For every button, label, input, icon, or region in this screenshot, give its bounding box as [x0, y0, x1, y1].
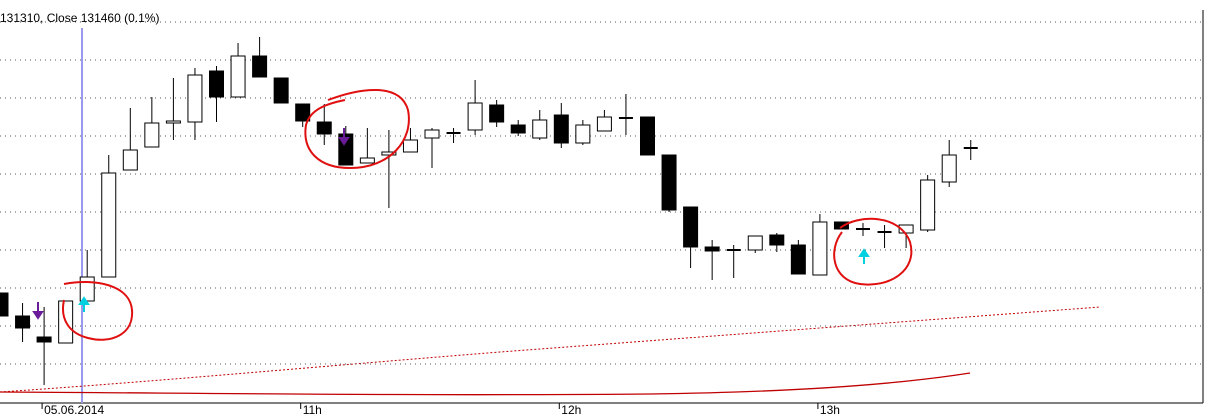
annotations	[62, 88, 913, 341]
candle-body	[209, 70, 224, 98]
candle-body	[36, 336, 52, 343]
candle-body	[15, 315, 31, 329]
candle-body	[704, 246, 720, 252]
candle-body	[230, 55, 246, 98]
x-tick-label: 05.06.2014	[44, 403, 104, 417]
x-tick-label: 13h	[820, 403, 840, 417]
candle-body	[316, 121, 332, 135]
candle-body	[920, 179, 936, 231]
candle-body	[467, 102, 483, 131]
annotation-circle	[62, 281, 134, 341]
candle-body	[381, 151, 397, 156]
candle-body	[532, 119, 548, 139]
candle-body	[144, 122, 160, 148]
candle-body	[101, 172, 117, 278]
moving-average-fast	[0, 306, 1101, 393]
candle-body	[575, 124, 591, 144]
x-tick-label: 12h	[561, 403, 581, 417]
signal-arrows	[32, 128, 870, 320]
candle-body	[596, 116, 612, 132]
buy-arrow	[78, 296, 90, 312]
candle-body	[187, 74, 203, 123]
candle-body	[812, 221, 828, 276]
candle-body	[402, 139, 418, 153]
candle-body	[790, 244, 806, 275]
candle-body	[252, 55, 268, 78]
annotation-circle	[304, 88, 410, 170]
candle-body	[553, 114, 569, 144]
sell-arrow	[338, 128, 350, 146]
candle-body	[165, 120, 181, 124]
candle-body	[833, 221, 849, 230]
x-tick-label: 11h	[303, 403, 322, 417]
candle-body	[424, 129, 440, 139]
candle-body	[273, 77, 289, 104]
candle-body	[79, 276, 95, 302]
sell-arrow	[32, 302, 44, 320]
candle-body	[640, 116, 655, 156]
moving-average-slow	[0, 372, 971, 396]
candle-body	[747, 235, 763, 251]
candle-body	[359, 157, 375, 164]
candle-body	[683, 206, 699, 248]
candle-body	[510, 124, 526, 134]
candle-body	[769, 234, 785, 246]
candle-body	[0, 292, 9, 317]
candle-body	[661, 154, 677, 211]
buy-arrow	[858, 248, 870, 264]
annotation-circle	[833, 217, 913, 286]
candle-body	[941, 154, 957, 183]
candle-body	[295, 103, 311, 122]
chart-title: 131310, Close 131460 (0.1%)	[0, 11, 159, 25]
candle-body	[489, 104, 505, 123]
candle-body	[122, 149, 138, 171]
plot-area: 05.06.2014 11h 12h 13h	[0, 21, 1203, 417]
